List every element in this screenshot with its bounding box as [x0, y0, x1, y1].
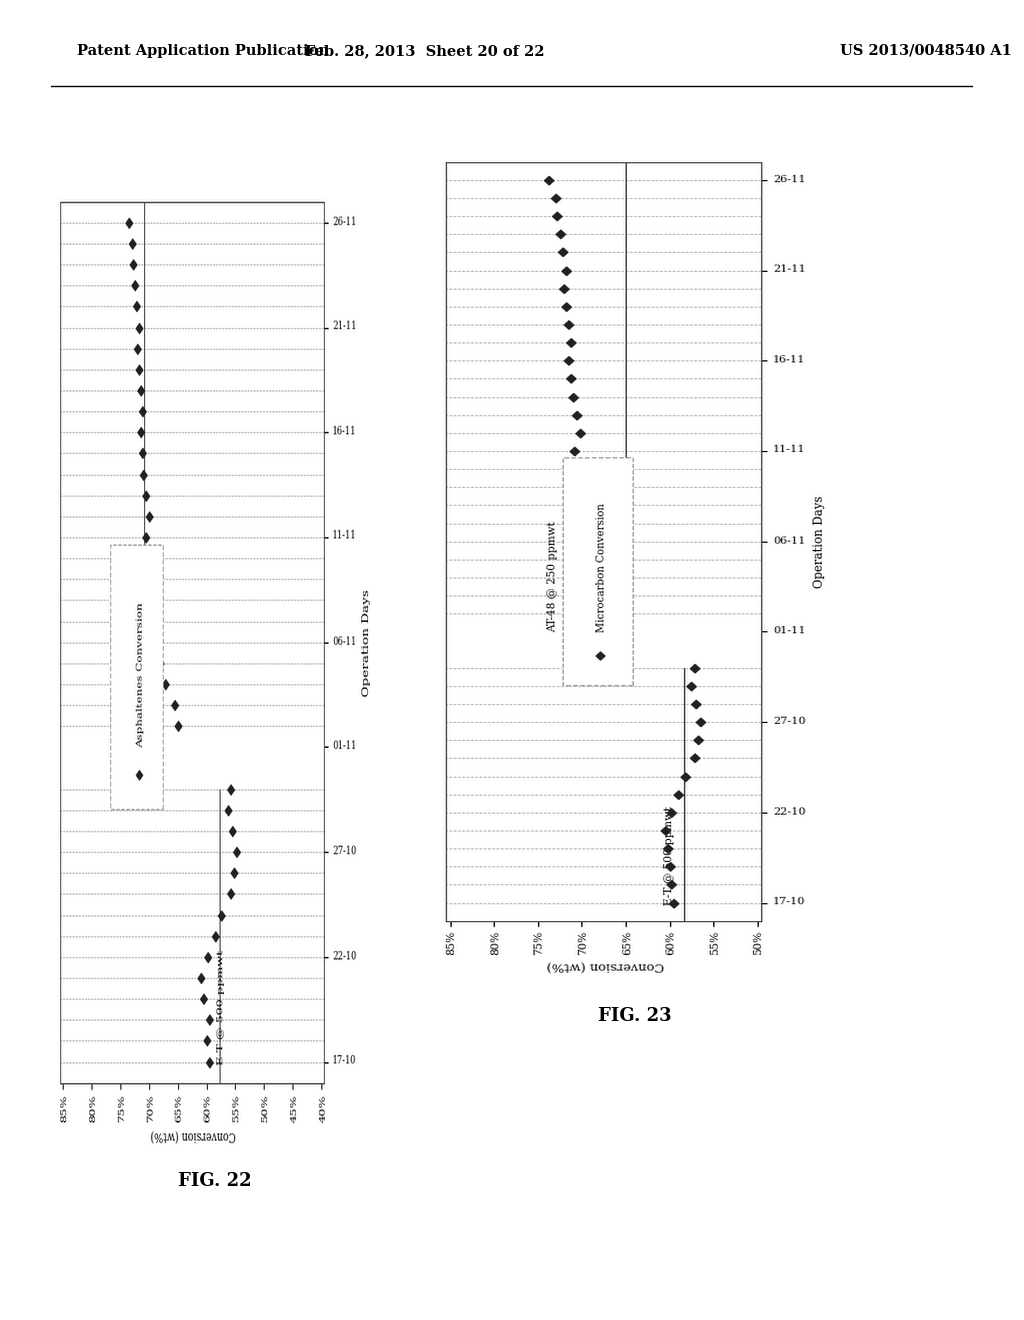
- Text: US 2013/0048540 A1: US 2013/0048540 A1: [840, 44, 1012, 58]
- Text: FIG. 22: FIG. 22: [178, 1172, 252, 1191]
- Text: Feb. 28, 2013  Sheet 20 of 22: Feb. 28, 2013 Sheet 20 of 22: [305, 44, 545, 58]
- Text: FIG. 23: FIG. 23: [598, 1007, 672, 1026]
- Text: Patent Application Publication: Patent Application Publication: [77, 44, 329, 58]
